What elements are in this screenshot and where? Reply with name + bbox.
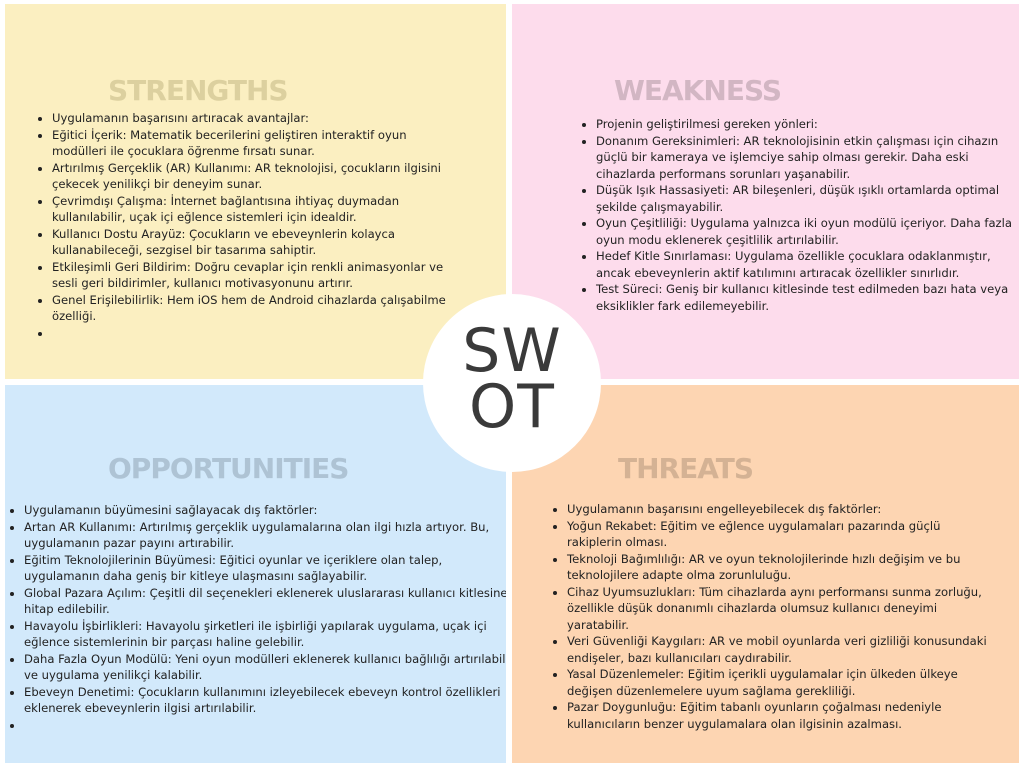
- swot-center-line-2: OT: [469, 372, 555, 442]
- weakness-quadrant: WEAKNESS Projenin geliştirilmesi gereken…: [512, 4, 1019, 379]
- list-item: Hedef Kitle Sınırlaması: Uygulama özelli…: [596, 248, 1019, 281]
- strengths-quadrant: STRENGTHS Uygulamanın başarısını artırac…: [5, 4, 506, 379]
- list-item: [52, 325, 450, 342]
- list-item: Artırılmış Gerçeklik (AR) Kullanımı: AR …: [52, 160, 450, 193]
- threats-quadrant: THREATS Uygulamanın başarısını engelleye…: [512, 385, 1019, 763]
- list-item: Projenin geliştirilmesi gereken yönleri:: [596, 116, 1019, 133]
- list-item: Donanım Gereksinimleri: AR teknolojisini…: [596, 133, 1019, 183]
- list-item: Kullanıcı Dostu Arayüz: Çocukların ve eb…: [52, 226, 450, 259]
- list-item: Eğitici İçerik: Matematik becerilerini g…: [52, 127, 450, 160]
- list-item: Oyun Çeşitliliği: Uygulama yalnızca iki …: [596, 215, 1019, 248]
- list-item: [24, 717, 506, 734]
- list-item: Uygulamanın başarısını artıracak avantaj…: [52, 110, 450, 127]
- list-item: Etkileşimli Geri Bildirim: Doğru cevapla…: [52, 259, 450, 292]
- opportunities-list: Uygulamanın büyümesini sağlayacak dış fa…: [9, 502, 506, 733]
- list-item: Global Pazara Açılım: Çeşitli dil seçene…: [24, 585, 506, 618]
- list-item: Veri Güvenliği Kaygıları: AR ve mobil oy…: [567, 633, 989, 666]
- weakness-list: Projenin geliştirilmesi gereken yönleri:…: [581, 116, 1019, 314]
- list-item: Uygulamanın başarısını engelleyebilecek …: [567, 501, 989, 518]
- threats-title: THREATS: [618, 452, 754, 485]
- list-item: Artan AR Kullanımı: Artırılmış gerçeklik…: [24, 519, 506, 552]
- list-item: Havayolu İşbirlikleri: Havayolu şirketle…: [24, 618, 506, 651]
- opportunities-quadrant: OPPORTUNITIES Uygulamanın büyümesini sağ…: [5, 385, 506, 763]
- weakness-title: WEAKNESS: [614, 74, 782, 107]
- list-item: Teknoloji Bağımlılığı: AR ve oyun teknol…: [567, 551, 989, 584]
- strengths-list: Uygulamanın başarısını artıracak avantaj…: [37, 110, 450, 341]
- list-item: Cihaz Uyumsuzlukları: Tüm cihazlarda ayn…: [567, 584, 989, 634]
- swot-center-circle: SW OT: [423, 294, 601, 472]
- swot-center-line-1: SW: [462, 316, 562, 386]
- list-item: Uygulamanın büyümesini sağlayacak dış fa…: [24, 502, 506, 519]
- opportunities-title: OPPORTUNITIES: [108, 452, 349, 485]
- list-item: Yoğun Rekabet: Eğitim ve eğlence uygulam…: [567, 518, 989, 551]
- list-item: Çevrimdışı Çalışma: İnternet bağlantısın…: [52, 193, 450, 226]
- threats-list: Uygulamanın başarısını engelleyebilecek …: [552, 501, 989, 732]
- strengths-title: STRENGTHS: [108, 74, 289, 107]
- list-item: Yasal Düzenlemeler: Eğitim içerikli uygu…: [567, 666, 989, 699]
- list-item: Düşük Işık Hassasiyeti: AR bileşenleri, …: [596, 182, 1019, 215]
- list-item: Genel Erişilebilirlik: Hem iOS hem de An…: [52, 292, 450, 325]
- list-item: Daha Fazla Oyun Modülü: Yeni oyun modüll…: [24, 651, 506, 684]
- list-item: Pazar Doygunluğu: Eğitim tabanlı oyunlar…: [567, 699, 989, 732]
- swot-center-label: SW OT: [423, 316, 601, 442]
- list-item: Ebeveyn Denetimi: Çocukların kullanımını…: [24, 684, 506, 717]
- list-item: Test Süreci: Geniş bir kullanıcı kitlesi…: [596, 281, 1019, 314]
- list-item: Eğitim Teknolojilerinin Büyümesi: Eğitic…: [24, 552, 506, 585]
